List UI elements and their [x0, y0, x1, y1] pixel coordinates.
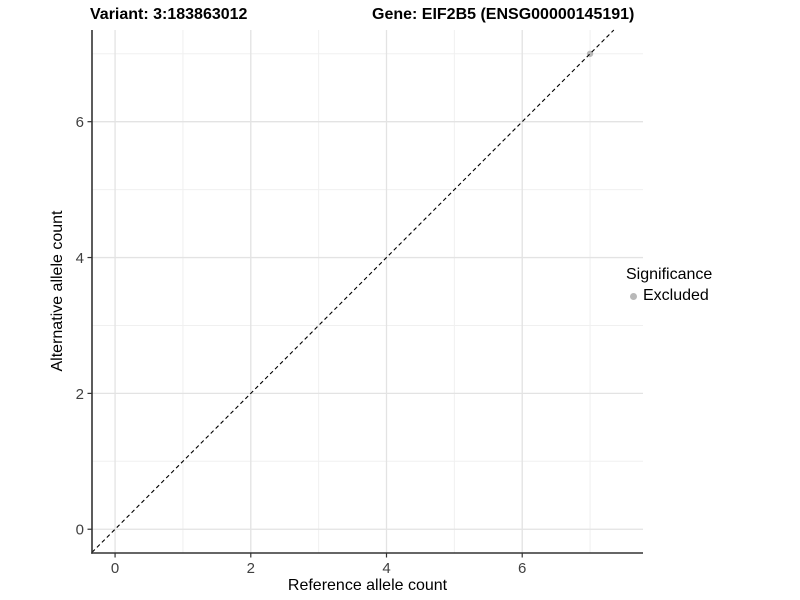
y-tick-label: 2: [76, 386, 84, 403]
x-tick-label: 2: [247, 560, 255, 577]
identity-reference-line: [91, 29, 615, 553]
legend-key-dot-icon: [630, 292, 637, 300]
x-tick-label: 4: [382, 560, 390, 577]
variant-title: Variant: 3:183863012: [90, 6, 248, 23]
legend-title: Significance: [626, 266, 713, 283]
gene-title: Gene: EIF2B5 (ENSG00000145191): [372, 6, 635, 23]
x-axis-title: Reference allele count: [287, 577, 448, 594]
legend-items: Excluded: [626, 287, 712, 305]
y-tick-label: 6: [76, 114, 84, 131]
y-tick-label: 0: [76, 522, 84, 539]
legend-item-label: Excluded: [643, 287, 709, 304]
x-tick-label: 0: [111, 560, 119, 577]
x-tick-label: 6: [518, 560, 526, 577]
legend: Significance Excluded: [626, 266, 712, 305]
y-axis-title: Alternative allele count: [49, 210, 66, 372]
y-tick-label: 4: [76, 250, 84, 267]
legend-item: Excluded: [626, 287, 712, 305]
